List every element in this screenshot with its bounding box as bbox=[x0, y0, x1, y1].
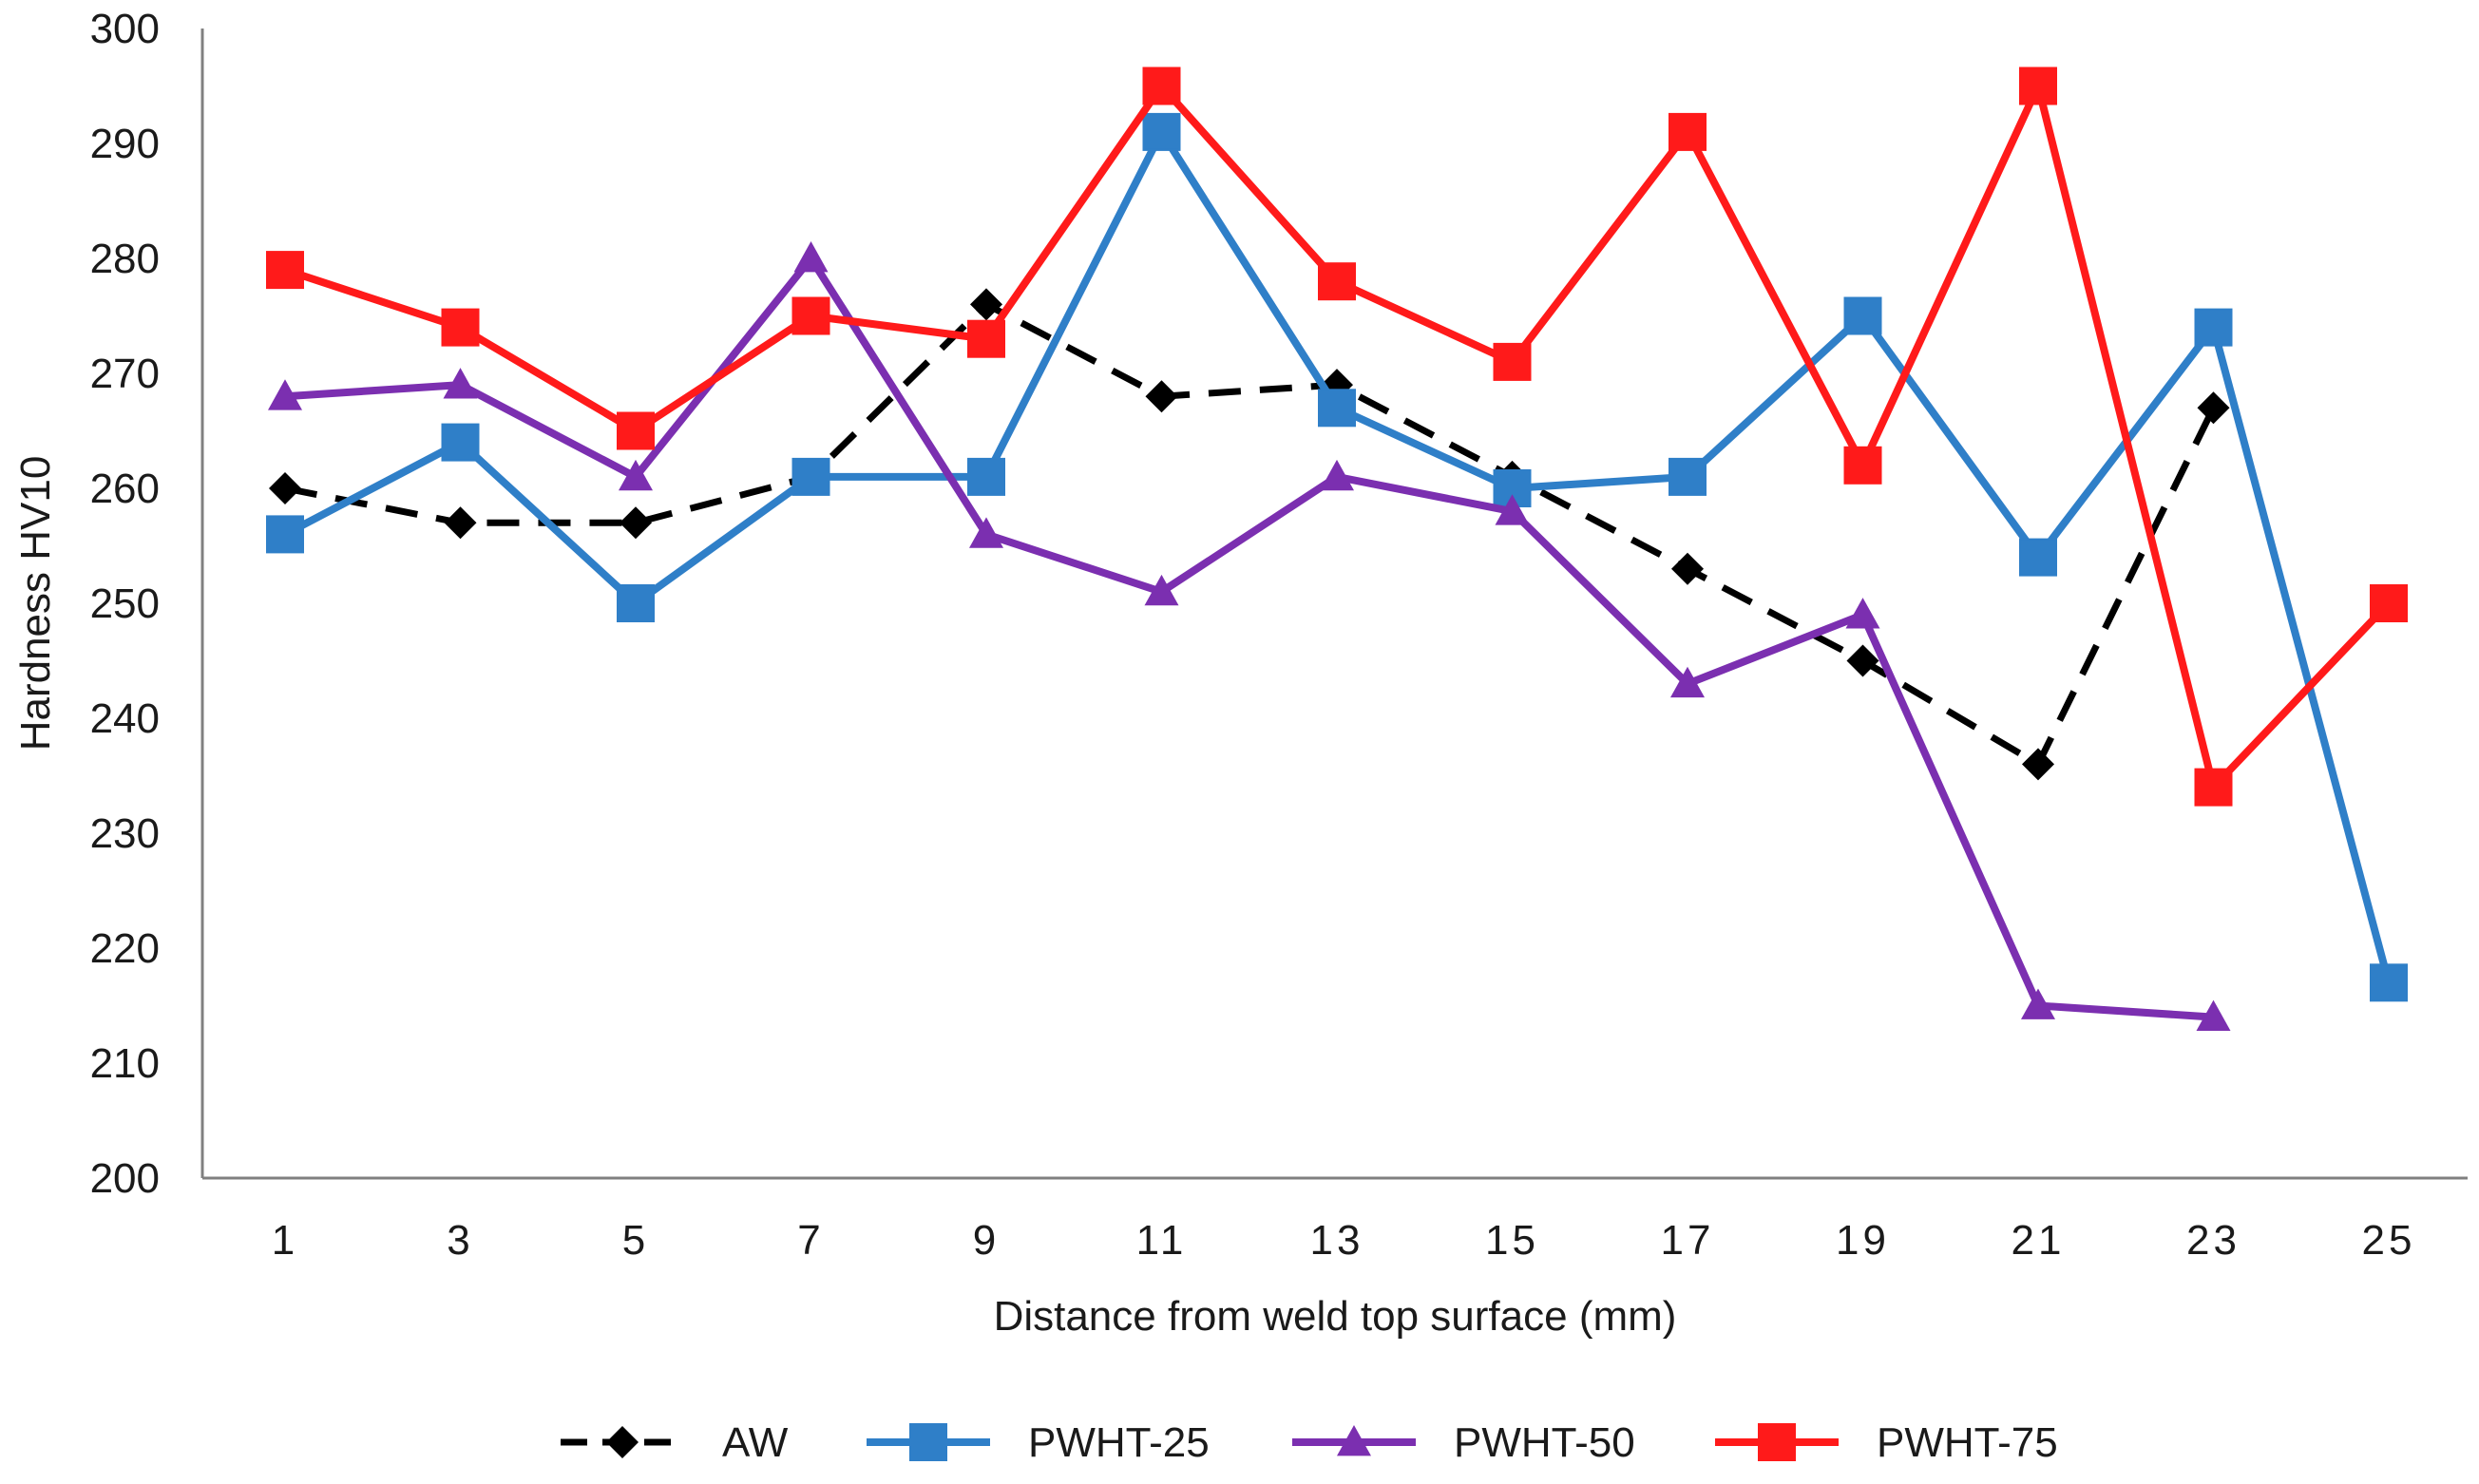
x-tick-label: 23 bbox=[2186, 1217, 2241, 1264]
legend-item-pwht-50: PWHT-50 bbox=[1292, 1419, 1635, 1466]
data-point bbox=[1669, 457, 1707, 496]
y-tick-label: 230 bbox=[90, 810, 160, 857]
legend-label: AW bbox=[722, 1419, 789, 1466]
data-point bbox=[1845, 598, 1880, 629]
data-point bbox=[2022, 748, 2054, 781]
data-point bbox=[2019, 67, 2057, 105]
y-axis-label: Hardness HV10 bbox=[12, 456, 59, 752]
data-point bbox=[444, 506, 477, 540]
data-point bbox=[1493, 342, 1532, 381]
data-point bbox=[1145, 380, 1178, 413]
y-tick-label: 250 bbox=[90, 580, 160, 627]
data-point bbox=[441, 308, 480, 347]
series-line bbox=[283, 82, 2392, 791]
data-point bbox=[1670, 666, 1705, 698]
data-point bbox=[1318, 262, 1356, 301]
x-tick-label: 5 bbox=[622, 1217, 649, 1264]
legend-item-aw: AW bbox=[561, 1419, 789, 1466]
x-tick-label: 21 bbox=[2012, 1217, 2066, 1264]
legend-marker bbox=[1758, 1423, 1796, 1461]
data-point bbox=[443, 368, 478, 399]
x-tick-label: 7 bbox=[797, 1217, 824, 1264]
data-point bbox=[1843, 446, 1882, 485]
legend-label: PWHT-25 bbox=[1028, 1419, 1210, 1466]
data-point bbox=[1318, 389, 1356, 428]
data-point bbox=[2021, 988, 2055, 1019]
series-layer bbox=[266, 67, 2408, 1031]
data-point bbox=[1495, 494, 1530, 525]
data-point bbox=[617, 584, 655, 622]
data-point bbox=[619, 459, 653, 491]
data-point bbox=[1671, 552, 1704, 585]
legend-marker bbox=[1337, 1425, 1371, 1456]
data-point bbox=[1142, 112, 1181, 151]
data-point bbox=[967, 319, 1005, 358]
data-point bbox=[1846, 644, 1879, 677]
data-point bbox=[793, 241, 829, 273]
data-point bbox=[2194, 308, 2233, 347]
legend-marker bbox=[606, 1426, 639, 1458]
data-point bbox=[2019, 538, 2057, 577]
legend-label: PWHT-50 bbox=[1454, 1419, 1635, 1466]
series-line bbox=[283, 127, 2393, 984]
data-point bbox=[969, 517, 1003, 548]
data-point bbox=[617, 411, 655, 450]
y-tick-labels: 200 210 220 230 240 250 260 270 280 290 300 bbox=[90, 6, 160, 1202]
data-point bbox=[266, 515, 304, 554]
data-point bbox=[269, 472, 301, 504]
data-point bbox=[1142, 67, 1181, 105]
x-tick-label: 11 bbox=[1136, 1217, 1188, 1264]
data-point bbox=[620, 506, 652, 540]
data-point bbox=[441, 423, 480, 462]
x-tick-label: 25 bbox=[2362, 1217, 2416, 1264]
series-pwht-75 bbox=[266, 67, 2408, 807]
y-tick-label: 280 bbox=[90, 236, 160, 282]
data-point bbox=[2370, 963, 2408, 1002]
data-point bbox=[970, 288, 1002, 321]
data-point bbox=[1144, 574, 1179, 606]
data-point bbox=[266, 251, 304, 290]
data-point bbox=[1669, 112, 1707, 151]
data-point bbox=[2194, 768, 2233, 807]
x-axis-label: Distance from weld top surface (mm) bbox=[994, 1293, 1677, 1340]
x-tick-label: 3 bbox=[447, 1217, 473, 1264]
series-pwht-25 bbox=[266, 112, 2408, 1002]
series-pwht-50 bbox=[268, 241, 2231, 1031]
x-tick-label: 15 bbox=[1485, 1217, 1539, 1264]
data-point bbox=[1843, 296, 1882, 335]
y-tick-label: 300 bbox=[90, 6, 160, 52]
x-tick-label: 17 bbox=[1661, 1217, 1715, 1264]
data-point bbox=[2197, 391, 2230, 425]
x-tick-label: 1 bbox=[272, 1217, 298, 1264]
legend-item-pwht-25: PWHT-25 bbox=[867, 1419, 1210, 1466]
data-point bbox=[791, 296, 830, 335]
legend: AW PWHT-25 PWHT-50 PWHT-75 bbox=[561, 1419, 2058, 1466]
data-point bbox=[268, 379, 302, 410]
data-point bbox=[791, 457, 830, 496]
x-tick-label: 19 bbox=[1836, 1217, 1890, 1264]
y-tick-label: 290 bbox=[90, 121, 160, 167]
y-tick-label: 270 bbox=[90, 351, 160, 397]
x-tick-labels: 1 3 5 7 9 11 13 15 17 19 21 23 25 bbox=[272, 1217, 2416, 1264]
x-tick-label: 9 bbox=[973, 1217, 1000, 1264]
legend-item-pwht-75: PWHT-75 bbox=[1715, 1419, 2058, 1466]
y-tick-label: 240 bbox=[90, 695, 160, 742]
y-tick-label: 260 bbox=[90, 466, 160, 512]
axes bbox=[200, 29, 2468, 1180]
legend-marker bbox=[909, 1423, 947, 1461]
y-tick-label: 200 bbox=[90, 1155, 160, 1202]
series-line bbox=[284, 300, 2217, 768]
data-point bbox=[1320, 459, 1354, 491]
series-line bbox=[284, 255, 2214, 1021]
legend-label: PWHT-75 bbox=[1877, 1419, 2058, 1466]
y-tick-label: 220 bbox=[90, 925, 160, 972]
y-tick-label: 210 bbox=[90, 1040, 160, 1087]
x-tick-label: 13 bbox=[1310, 1217, 1364, 1264]
data-point bbox=[967, 457, 1005, 496]
data-point bbox=[2370, 584, 2408, 622]
data-point bbox=[2196, 999, 2231, 1031]
